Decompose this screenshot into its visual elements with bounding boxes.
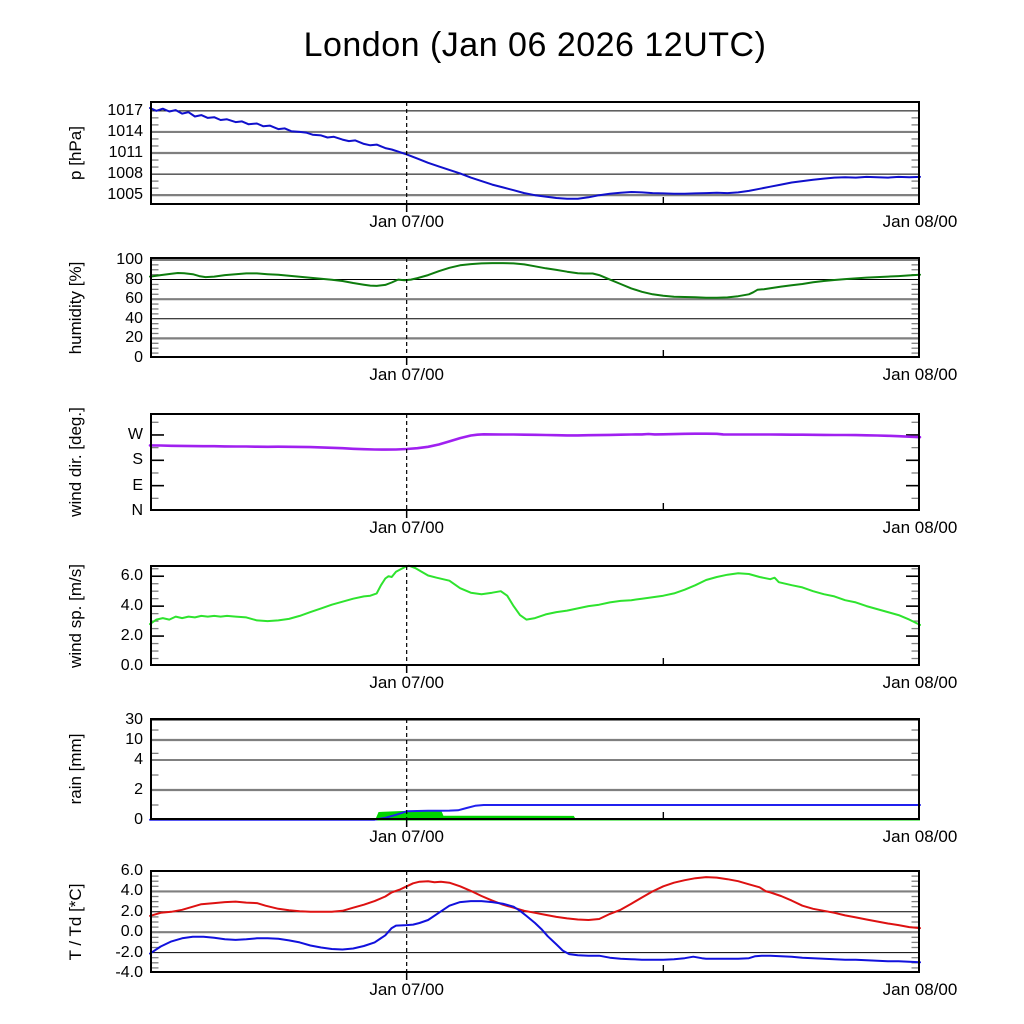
x-tick-label: Jan 08/00 bbox=[882, 212, 958, 231]
y-axis-title-pressure: p [hPa] bbox=[66, 126, 85, 180]
chart-title: London (Jan 06 2026 12UTC) bbox=[303, 26, 767, 64]
wind-direction bbox=[148, 432, 922, 451]
panel-rain: rain [mm] 0 2 4 10 30 Jan 07/00 Jan 08/00 bbox=[0, 711, 1024, 846]
y-tick-label-humidity: 0 bbox=[134, 349, 143, 366]
y-tick-label-temperature: 0.0 bbox=[120, 923, 143, 941]
plot-frame bbox=[150, 101, 920, 205]
panel-wind_direction: wind dir. [deg.] N E S W Jan 07/00 Jan 08/00 bbox=[0, 407, 1024, 537]
x-tick-label: Jan 07/00 bbox=[369, 673, 444, 692]
humidity bbox=[149, 262, 921, 299]
y-tick-label-rain: 4 bbox=[134, 751, 143, 769]
y-tick-label-temperature: 4.0 bbox=[120, 882, 143, 900]
plot-frame bbox=[150, 718, 920, 820]
y-tick-label-pressure: 1017 bbox=[107, 101, 143, 119]
wind-speed bbox=[149, 564, 921, 626]
dewpoint bbox=[149, 900, 921, 964]
y-tick-label-temperature: -4.0 bbox=[115, 964, 143, 981]
y-tick-label-humidity: 60 bbox=[125, 290, 143, 308]
pressure bbox=[149, 107, 921, 200]
x-tick-label: Jan 07/00 bbox=[369, 980, 444, 999]
y-axis-title-temperature: T / Td [*C] bbox=[66, 883, 85, 960]
y-tick-label-wind_direction: N bbox=[131, 502, 143, 519]
y-axis-title-rain: rain [mm] bbox=[66, 733, 85, 805]
x-tick-label: Jan 07/00 bbox=[369, 827, 444, 846]
y-tick-label-rain: 2 bbox=[134, 781, 143, 798]
plot-rain bbox=[149, 718, 921, 827]
plot-frame bbox=[150, 413, 920, 511]
y-tick-label-pressure: 1005 bbox=[107, 186, 143, 204]
x-tick-label: Jan 07/00 bbox=[369, 365, 444, 384]
y-tick-label-wind_speed: 4.0 bbox=[120, 597, 143, 615]
y-tick-label-humidity: 20 bbox=[125, 329, 143, 347]
y-tick-label-pressure: 1014 bbox=[107, 122, 143, 140]
y-tick-label-humidity: 100 bbox=[116, 250, 143, 268]
y-tick-label-wind_speed: 6.0 bbox=[120, 567, 143, 585]
x-tick-label: Jan 07/00 bbox=[369, 212, 444, 231]
panel-pressure: p [hPa] 1005 1008 1011 1014 1017 Jan 07/00 Jan … bbox=[0, 101, 1024, 231]
y-tick-label-pressure: 1011 bbox=[108, 144, 143, 161]
y-tick-label-humidity: 40 bbox=[125, 309, 143, 327]
plot-frame bbox=[150, 870, 920, 973]
y-tick-label-wind_direction: E bbox=[132, 476, 143, 494]
plot-wind_speed bbox=[149, 564, 921, 673]
plot-frame bbox=[150, 565, 920, 666]
y-tick-label-humidity: 80 bbox=[125, 270, 143, 288]
panel-temperature: T / Td [*C] -4.0 -2.0 0.0 2.0 4.0 6.0 Jan 07/00… bbox=[0, 862, 1024, 999]
y-tick-label-temperature: -2.0 bbox=[115, 943, 143, 961]
y-tick-label-temperature: 6.0 bbox=[120, 862, 143, 880]
x-tick-label: Jan 08/00 bbox=[882, 827, 958, 846]
plot-pressure bbox=[149, 101, 921, 212]
plot-humidity bbox=[149, 257, 921, 365]
y-tick-label-wind_direction: S bbox=[132, 451, 143, 469]
y-axis-title-wind_direction: wind dir. [deg.] bbox=[66, 407, 85, 517]
x-tick-label: Jan 08/00 bbox=[882, 518, 958, 537]
x-tick-label: Jan 07/00 bbox=[369, 518, 444, 537]
y-tick-label-rain: 30 bbox=[125, 711, 143, 729]
y-tick-label-pressure: 1008 bbox=[107, 165, 143, 183]
y-axis-title-wind_speed: wind sp. [m/s] bbox=[66, 563, 85, 668]
y-tick-label-wind_speed: 2.0 bbox=[120, 627, 143, 645]
y-tick-label-rain: 0 bbox=[134, 811, 143, 828]
y-axis-title-humidity: humidity [%] bbox=[66, 261, 85, 354]
temperature bbox=[149, 876, 921, 930]
x-tick-label: Jan 08/00 bbox=[882, 365, 958, 384]
plot-temperature bbox=[149, 870, 921, 980]
panel-wind_speed: wind sp. [m/s] 0.0 2.0 4.0 6.0 Jan 07/00 Jan 0… bbox=[0, 563, 1024, 692]
plot-wind_direction bbox=[148, 413, 922, 518]
plot-frame bbox=[150, 257, 920, 358]
y-tick-label-wind_speed: 0.0 bbox=[120, 657, 143, 674]
y-tick-label-temperature: 2.0 bbox=[120, 902, 143, 920]
x-tick-label: Jan 08/00 bbox=[882, 980, 958, 999]
y-tick-label-rain: 10 bbox=[125, 731, 143, 749]
x-tick-label: Jan 08/00 bbox=[882, 673, 958, 692]
y-tick-label-wind_direction: W bbox=[127, 425, 143, 443]
rain-accumulated-line bbox=[149, 804, 921, 821]
panel-humidity: humidity [%] 0 20 40 60 80 100 Jan 07/00 Jan 08/… bbox=[0, 251, 1024, 384]
